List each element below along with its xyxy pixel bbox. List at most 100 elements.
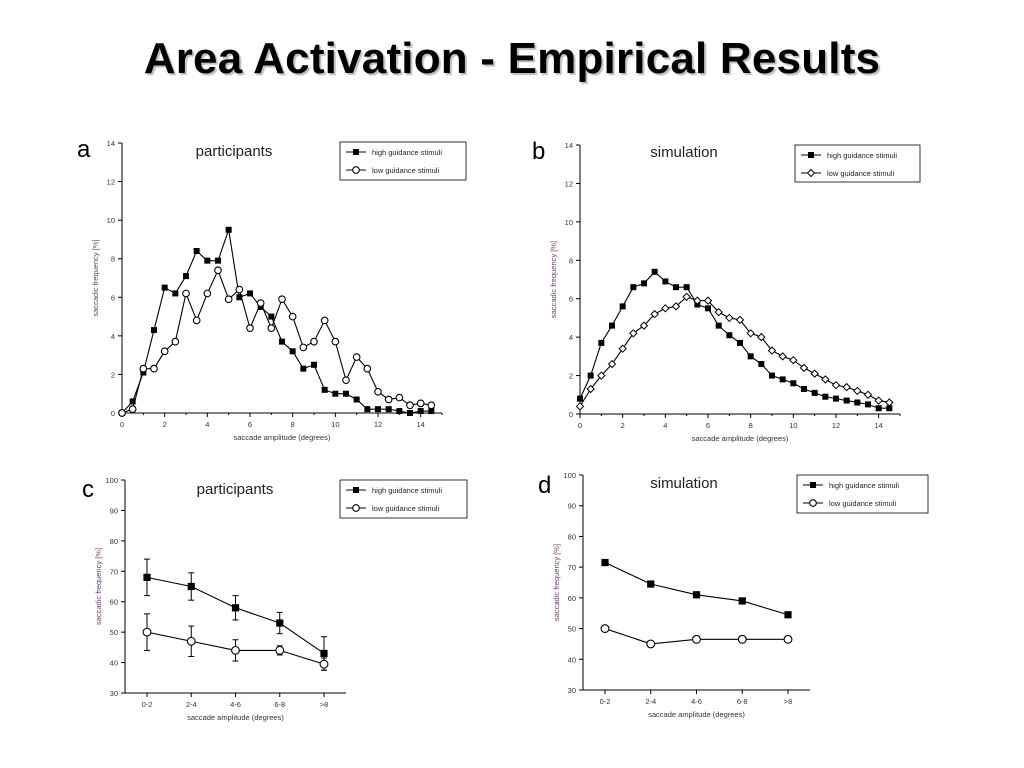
marker-open-diamond [863,390,873,399]
y-tick-label: 90 [110,506,118,515]
marker-open-diamond [821,375,830,384]
marker-filled-square [738,597,746,605]
marker-open-circle [320,316,329,325]
marker-open-diamond [725,313,734,323]
x-tick-label: 0-2 [600,697,611,706]
marker-open-diamond [639,321,649,330]
chart-title: participants [196,143,273,160]
marker-open-circle [275,645,285,655]
legend-box [794,144,921,183]
legend-label: low guidance stimuli [829,499,896,508]
marker-open-circle [342,376,350,385]
x-tick-label: 0 [578,421,582,430]
x-axis-label: saccade amplitude (degrees) [648,710,745,719]
x-tick-label: 2 [621,421,625,430]
marker-open-circle [352,353,361,361]
marker-open-circle [374,387,382,396]
marker-filled-square [300,365,307,372]
marker-filled-square [257,303,264,310]
marker-open-circle [288,312,297,321]
marker-open-diamond [703,296,713,305]
marker-open-circle [416,399,425,408]
y-tick-label: 100 [105,476,118,485]
marker-filled-square [268,313,275,320]
legend: high guidance stimuli low guidance stimul… [339,141,467,181]
marker-open-diamond [735,315,745,325]
marker-open-circle [600,624,610,634]
x-tick-label: 4 [205,420,209,429]
marker-filled-square [364,406,371,413]
marker-open-circle [224,295,233,304]
marker-open-circle [203,289,212,298]
marker-open-diamond [693,296,702,305]
x-tick-label: 0-2 [142,700,153,709]
legend-label: low guidance stimuli [827,169,894,178]
marker-open-circle [171,337,180,346]
marker-open-diamond [746,329,755,338]
y-tick-label: 10 [565,218,573,227]
marker-filled-square [662,278,669,285]
series-high-guidance [119,226,435,416]
x-tick-label: 6-8 [737,697,748,706]
marker-open-circle [299,343,308,352]
marker-open-diamond [650,309,659,319]
marker-open-circle [267,324,276,332]
legend-label: high guidance stimuli [827,151,897,160]
marker-filled-square [822,393,829,400]
marker-filled-square [865,401,871,408]
y-tick-label: 70 [110,567,118,576]
y-tick-label: 30 [568,686,576,695]
marker-filled-square [353,487,359,493]
chart-panel-a: a participants 0 2 4 6 8 10 12 14 0 2 4 6 8 10 12 14 sacca… [77,136,467,442]
marker-filled-square [715,322,722,329]
marker-filled-square [215,257,221,264]
marker-open-diamond [778,352,787,361]
marker-filled-square [808,152,814,158]
marker-filled-square [143,573,151,581]
marker-filled-square [790,380,797,387]
panel-letter: d [538,472,551,499]
y-tick-label: 4 [111,332,115,341]
x-tick-label: 6 [248,420,252,429]
marker-filled-square [886,405,893,412]
marker-open-diamond [575,402,585,411]
marker-filled-square [630,284,637,291]
marker-open-diamond [597,371,606,380]
marker-open-diamond [671,302,681,311]
y-tick-label: 40 [110,659,118,668]
y-tick-label: 2 [111,370,115,379]
legend: high guidance stimuli low guidance stimul… [794,144,921,183]
y-tick-label: 40 [568,655,576,664]
y-tick-label: 12 [565,179,573,188]
marker-filled-square [619,303,626,310]
marker-open-circle [142,627,152,637]
series-high-guidance [143,558,328,671]
marker-filled-square [417,408,424,415]
marker-filled-square [769,372,775,379]
y-tick-label: 80 [568,532,576,541]
chart-panel-c: c participants 30 40 50 60 70 80 90 100 0-2 2-4 4-6 6… [82,476,468,722]
x-tick-label: 4 [663,421,667,430]
y-tick-label: 70 [568,563,576,572]
y-tick-label: 50 [110,628,118,637]
y-tick-label: 2 [569,372,573,381]
marker-open-diamond [767,346,777,355]
series-low-guidance [575,292,894,411]
marker-filled-square [854,399,861,406]
marker-filled-square [311,361,317,368]
marker-open-circle [246,324,254,332]
chart-title: participants [197,481,274,498]
marker-filled-square [801,386,807,393]
y-tick-label: 6 [569,295,573,304]
marker-filled-square [683,284,690,291]
y-tick-label: 80 [110,537,118,546]
y-tick-label: 0 [111,409,115,418]
marker-open-diamond [874,396,883,405]
legend-label: high guidance stimuli [372,148,442,157]
legend-label: high guidance stimuli [829,481,899,490]
legend-label: high guidance stimuli [372,486,442,495]
x-tick-label: 8 [291,420,295,429]
marker-filled-square [375,406,381,413]
marker-open-circle [427,401,436,410]
y-tick-label: 4 [569,333,573,342]
